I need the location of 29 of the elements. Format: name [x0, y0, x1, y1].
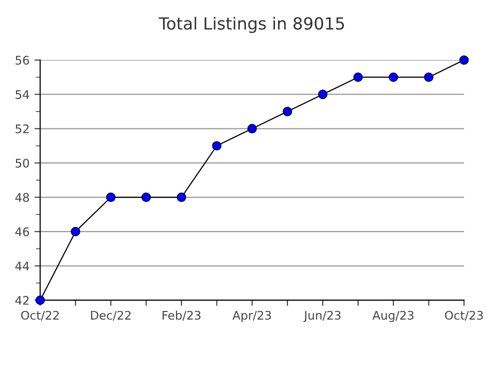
point [35, 295, 45, 305]
point [424, 72, 434, 82]
y-tick-label: 50 [16, 158, 29, 168]
point [141, 192, 151, 202]
point [106, 192, 116, 202]
chart-title: Total Listings in 89015 [158, 16, 344, 33]
x-tick-label: Feb/23 [162, 310, 200, 321]
x-tick-label: Dec/22 [91, 310, 131, 321]
point [388, 72, 398, 82]
point [212, 141, 222, 151]
x-tick-label: Apr/23 [232, 310, 271, 322]
point [176, 192, 186, 202]
y-tick-label: 46 [15, 227, 30, 236]
x-tick-label: Oct/23 [444, 310, 483, 321]
point [282, 106, 292, 116]
point [353, 72, 363, 82]
point [70, 226, 80, 236]
y-tick-label: 54 [16, 90, 30, 99]
y-tick-label: 48 [15, 193, 29, 202]
y-tick-label: 52 [16, 124, 29, 134]
y-tick-label: 56 [16, 56, 30, 65]
point [247, 124, 257, 134]
y-tick-label: 42 [15, 296, 29, 305]
y-tick-label: 44 [15, 262, 30, 270]
point [459, 55, 469, 65]
x-tick-label: Jun/23 [303, 310, 341, 322]
x-tick-label: Oct/22 [21, 310, 59, 321]
x-tick-label: Aug/23 [372, 310, 414, 322]
point [318, 90, 328, 100]
